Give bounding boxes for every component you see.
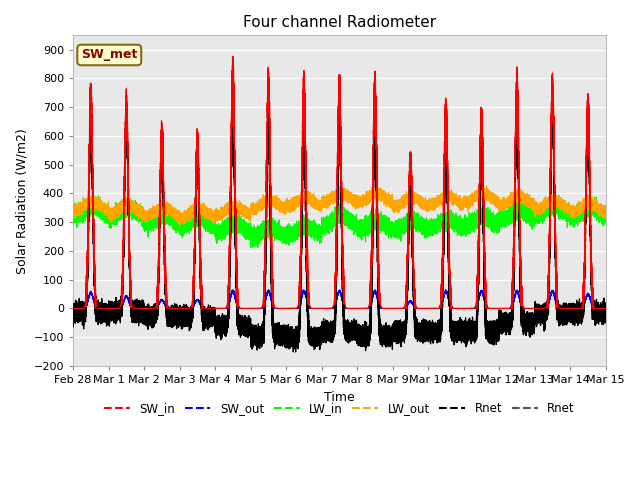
Text: SW_met: SW_met — [81, 48, 138, 61]
Legend: SW_in, SW_out, LW_in, LW_out, Rnet, Rnet: SW_in, SW_out, LW_in, LW_out, Rnet, Rnet — [99, 397, 580, 420]
X-axis label: Time: Time — [324, 391, 355, 404]
Title: Four channel Radiometer: Four channel Radiometer — [243, 15, 436, 30]
Y-axis label: Solar Radiation (W/m2): Solar Radiation (W/m2) — [15, 128, 28, 274]
